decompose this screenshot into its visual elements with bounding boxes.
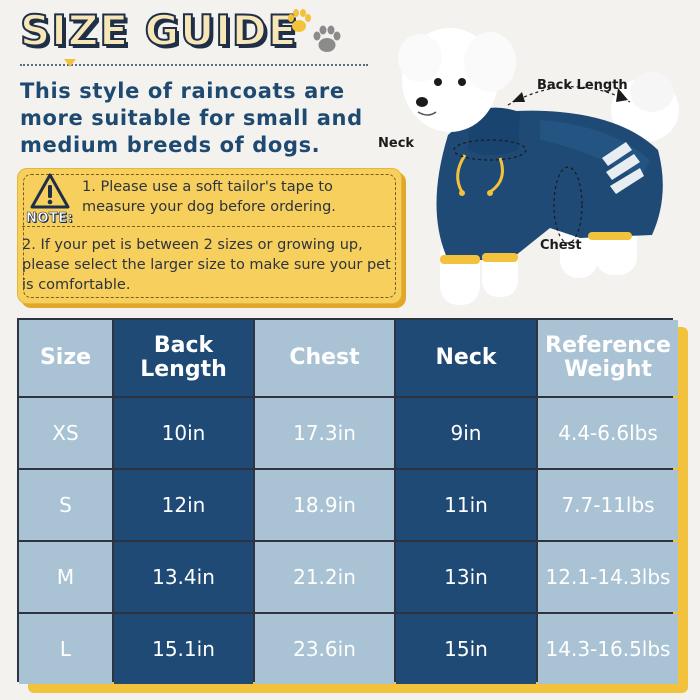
note-label: NOTE: [26, 211, 74, 227]
table-cell-size: L [19, 614, 112, 684]
table-cell-weight: 14.3-16.5lbs [538, 614, 678, 684]
note-text-measure: 1. Please use a soft tailor's tape to me… [82, 179, 336, 215]
table-cell-neck: 15in [396, 614, 536, 684]
table-cell-back-length: 13.4in [114, 542, 253, 612]
neck-label: Neck [378, 136, 415, 151]
table-cell-back-length: 12in [114, 470, 253, 540]
size-table: Size Back Length Chest Neck Reference We… [17, 318, 678, 684]
note-text-size: 2. If your pet is between 2 sizes or gro… [22, 237, 391, 293]
table-cell-chest: 23.6in [255, 614, 394, 684]
warning-icon [30, 173, 70, 209]
note-box: NOTE: 1. Please use a soft tailor's tape… [17, 168, 402, 304]
note-divider [22, 226, 395, 227]
note-box-border [23, 174, 396, 298]
title-pointer [64, 59, 76, 67]
table-cell-neck: 9in [396, 398, 536, 468]
table-cell-weight: 12.1-14.3lbs [538, 542, 678, 612]
table-cell-weight: 7.7-11lbs [538, 470, 678, 540]
header-size: Size [19, 320, 112, 396]
table-cell-chest: 21.2in [255, 542, 394, 612]
paw-icon [288, 9, 311, 32]
table-cell-size: M [19, 542, 112, 612]
header-reference-weight: Reference Weight [538, 320, 678, 396]
table-cell-neck: 11in [396, 470, 536, 540]
table-cell-size: XS [19, 398, 112, 468]
paw-icon [313, 25, 341, 52]
table-cell-weight: 4.4-6.6lbs [538, 398, 678, 468]
title-divider [20, 64, 368, 66]
table-cell-chest: 18.9in [255, 470, 394, 540]
table-cell-back-length: 10in [114, 398, 253, 468]
dog-raincoat-illustration [398, 28, 679, 305]
header-neck: Neck [396, 320, 536, 396]
back-length-label: Back Length [537, 78, 628, 93]
table-cell-size: S [19, 470, 112, 540]
header-chest: Chest [255, 320, 394, 396]
chest-label: Chest [540, 238, 582, 253]
table-cell-back-length: 15.1in [114, 614, 253, 684]
table-cell-neck: 13in [396, 542, 536, 612]
table-cell-chest: 17.3in [255, 398, 394, 468]
subtitle: This style of raincoats are more suitabl… [20, 79, 363, 157]
page-title: SIZE GUIDE [19, 5, 298, 56]
header-back-length: Back Length [114, 320, 253, 396]
